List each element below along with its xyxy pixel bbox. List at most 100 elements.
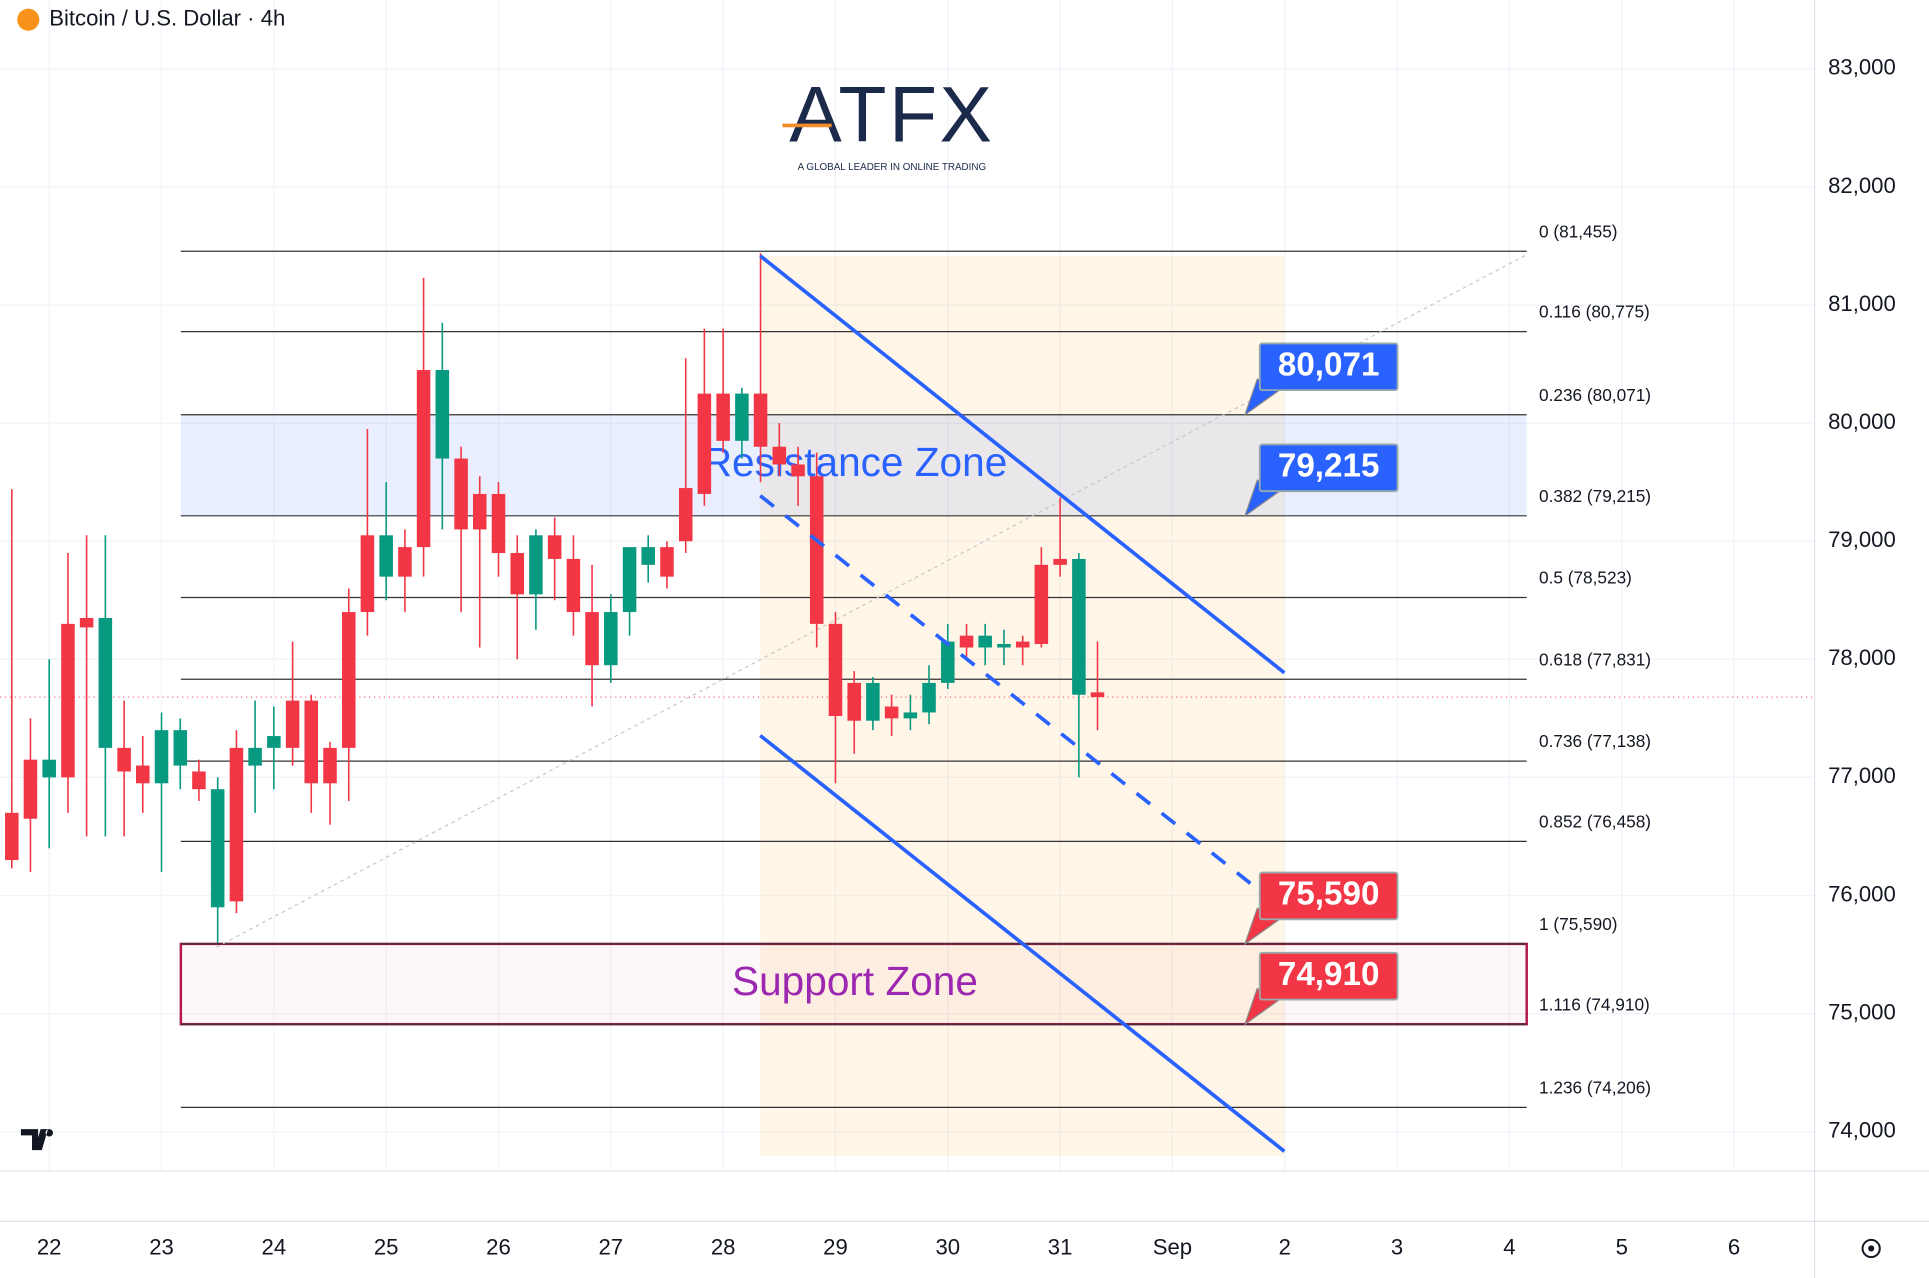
candle-body <box>884 706 899 719</box>
zone-label: Support Zone <box>732 958 978 1004</box>
x-tick-label: 26 <box>486 1234 511 1259</box>
zone-label: Resistance Zone <box>703 439 1008 485</box>
y-tick-label: 82,000 <box>1828 173 1896 198</box>
front-layer: 74,000 75,000 76,000 77,000 78,000 79,000 80,0… <box>37 55 1896 1260</box>
candle-body <box>267 736 281 748</box>
fib-label: 0.116 (80,775) <box>1539 302 1650 322</box>
candle-body <box>117 747 131 772</box>
candle-body <box>697 393 712 494</box>
candle-body <box>360 535 375 613</box>
fib-label: 1 (75,590) <box>1539 914 1618 934</box>
symbol-icon <box>17 8 40 31</box>
fib-label: 0.736 (77,138) <box>1539 731 1651 751</box>
x-tick-label: 25 <box>374 1234 399 1259</box>
x-tick-label: 3 <box>1391 1234 1403 1259</box>
candle-body <box>323 747 337 784</box>
candle-body <box>735 393 749 441</box>
candle-body <box>98 617 113 748</box>
x-tick-label: 27 <box>599 1234 624 1259</box>
candle-body <box>79 617 94 628</box>
logo-tagline: A GLOBAL LEADER IN ONLINE TRADING <box>798 162 986 173</box>
candle-body <box>5 812 19 861</box>
candle-body <box>135 765 150 784</box>
x-tick-label: 24 <box>262 1234 287 1259</box>
candle-body <box>585 612 599 666</box>
candle-body <box>959 635 974 648</box>
fib-label: 0.5 (78,523) <box>1539 568 1632 588</box>
x-tick-label: 5 <box>1616 1234 1628 1259</box>
candle-body <box>341 612 356 748</box>
price-tag <box>1258 342 1399 392</box>
chart-title: Bitcoin / U.S. Dollar · 4h <box>49 6 285 31</box>
candle-body <box>210 789 225 908</box>
candle-body <box>416 369 431 548</box>
tv-logo <box>20 1129 53 1151</box>
x-tick-label: 23 <box>149 1234 174 1259</box>
candle-body <box>510 553 525 595</box>
candle-body <box>753 393 768 447</box>
candle-body <box>678 488 693 542</box>
candle-body <box>547 535 562 559</box>
candle-body <box>941 641 955 683</box>
candle-body <box>641 547 655 565</box>
candle-body <box>772 446 787 465</box>
y-tick-label: 78,000 <box>1828 645 1896 670</box>
candle-body <box>660 547 674 577</box>
channel-line <box>759 254 1286 675</box>
candle-body <box>1034 564 1049 644</box>
fib-label: 0.236 (80,071) <box>1539 385 1651 405</box>
x-tick-label: 6 <box>1728 1234 1740 1259</box>
y-tick-label: 79,000 <box>1828 527 1896 552</box>
price-tag <box>1258 443 1399 493</box>
candle-body <box>379 535 393 577</box>
y-tick-label: 81,000 <box>1828 291 1896 316</box>
y-tick-label: 80,000 <box>1828 409 1896 434</box>
candle-body <box>491 493 506 554</box>
candle-body <box>1015 641 1030 648</box>
price-tag-label: 80,071 <box>1278 347 1380 384</box>
price-tag <box>1258 871 1399 921</box>
fib-label: 0.618 (77,831) <box>1539 649 1651 669</box>
candle-body <box>23 759 38 819</box>
candle-body <box>285 700 300 748</box>
price-tag-label: 79,215 <box>1278 448 1380 485</box>
y-tick-label: 76,000 <box>1828 881 1896 906</box>
candle-body <box>229 747 244 902</box>
y-tick-label: 77,000 <box>1828 763 1896 788</box>
x-tick-label: 29 <box>823 1234 848 1259</box>
x-tick-label: 30 <box>935 1234 960 1259</box>
candle-body <box>978 635 992 648</box>
fib-label: 0.382 (79,215) <box>1539 486 1651 506</box>
candle-body <box>1090 692 1105 698</box>
price-tag-label: 74,910 <box>1278 956 1380 993</box>
channel-line <box>759 734 1286 1153</box>
main-layer <box>5 253 1105 943</box>
candle-body <box>604 612 618 666</box>
candle-body <box>1053 558 1067 565</box>
price-tag <box>1258 951 1399 1001</box>
price-tag-label: 75,590 <box>1278 876 1380 913</box>
channel-mid <box>759 494 1286 912</box>
x-tick-label: Sep <box>1153 1234 1192 1259</box>
candle-body <box>809 476 824 624</box>
candle-body <box>173 730 188 766</box>
fib-label: 0.852 (76,458) <box>1539 811 1651 831</box>
x-tick-label: 28 <box>711 1234 736 1259</box>
candle-body <box>828 623 843 716</box>
candle-body <box>1072 558 1086 695</box>
x-tick-label: 31 <box>1048 1234 1073 1259</box>
candle-body <box>154 730 169 784</box>
settings-icon[interactable] <box>1861 1238 1881 1259</box>
candle-body <box>61 623 75 778</box>
candle-body <box>42 759 56 778</box>
fib-label: 1.236 (74,206) <box>1539 1077 1651 1097</box>
x-tick-label: 2 <box>1279 1234 1291 1259</box>
candle-body <box>903 712 918 719</box>
candle-body <box>192 771 206 790</box>
candle-body <box>454 458 468 530</box>
candle-body <box>435 369 450 459</box>
candle-body <box>398 547 412 577</box>
candle-body <box>622 547 637 613</box>
settings-icon-dot[interactable] <box>1868 1245 1875 1252</box>
